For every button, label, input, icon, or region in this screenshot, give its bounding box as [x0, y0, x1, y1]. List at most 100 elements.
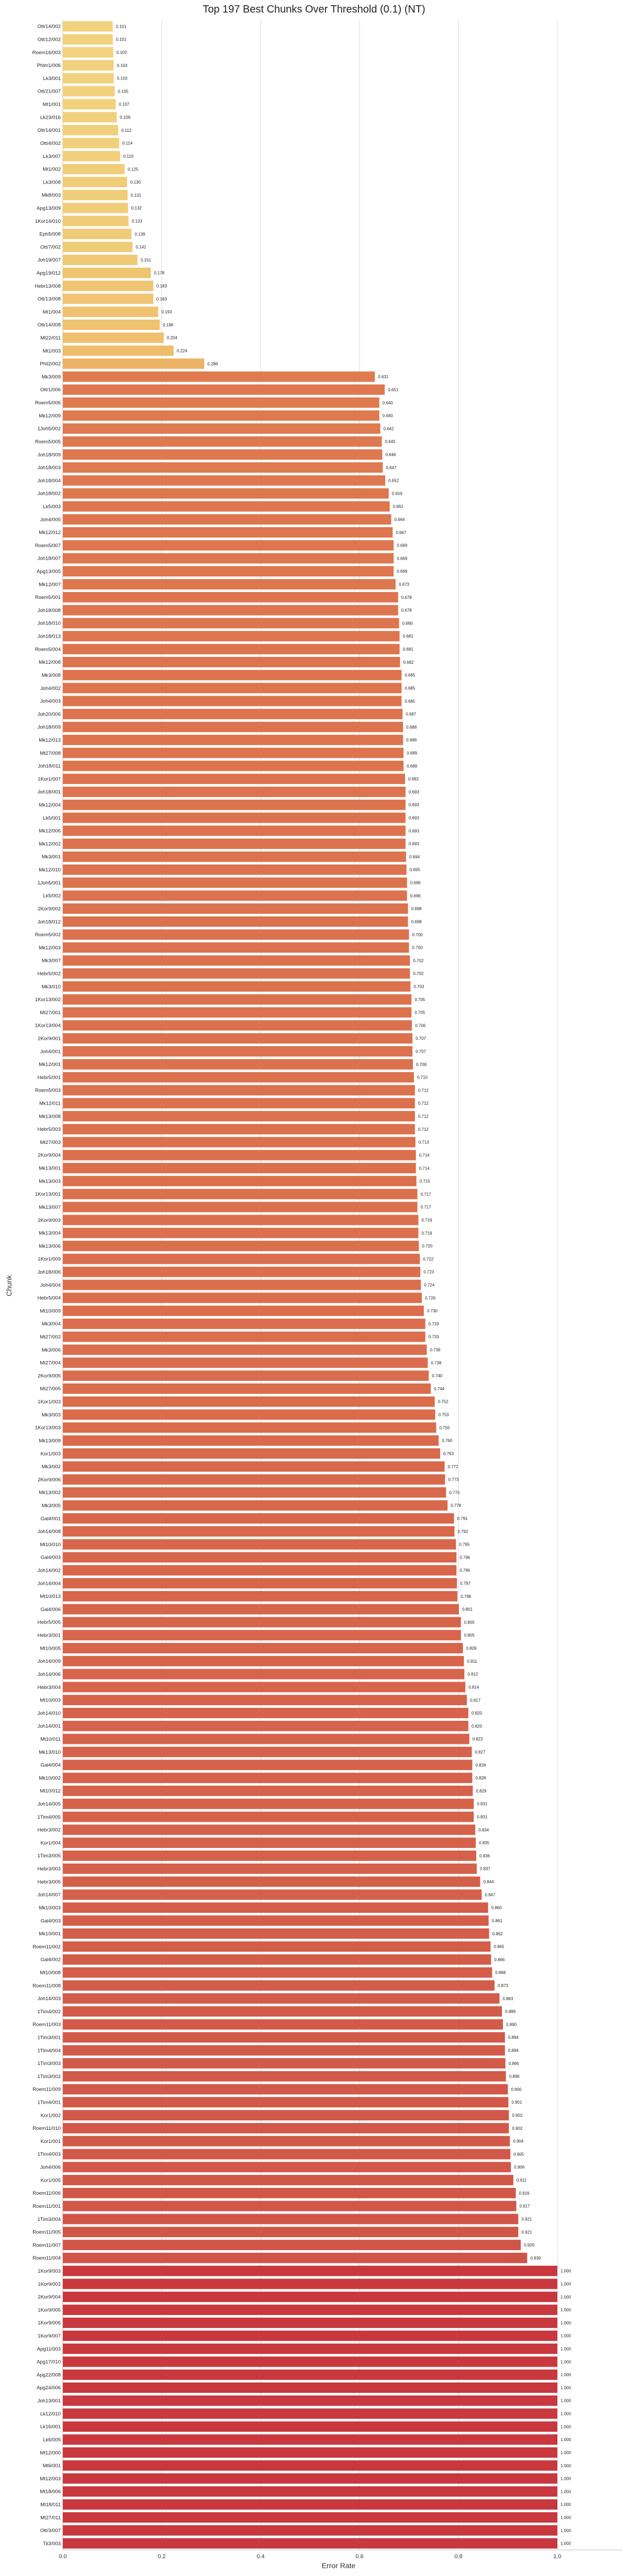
- bar: [63, 2187, 516, 2198]
- y-tick-label: Roem11/004: [32, 2255, 61, 2261]
- y-tick-label: Roem5/002: [35, 932, 61, 938]
- y-tick-label: Mk3/001: [42, 854, 61, 860]
- y-tick-label: Joh20/006: [38, 711, 61, 717]
- bar: [63, 358, 205, 369]
- bar-value-label: 1.000: [560, 2386, 571, 2390]
- y-tick-label: Mk3/006: [42, 1347, 61, 1353]
- y-tick-label: Mt27/008: [40, 751, 61, 756]
- bar-value-label: 0.796: [459, 1555, 470, 1560]
- bar-value-label: 0.667: [396, 530, 407, 535]
- bar: [63, 2240, 521, 2251]
- bar-value-label: 0.130: [130, 180, 141, 185]
- bar-value-label: 0.688: [406, 738, 417, 743]
- y-tick-label: Lk5/003: [43, 504, 61, 509]
- y-tick-label: Ott/12/002: [38, 37, 61, 43]
- y-tick-label: Mt1/003: [43, 348, 61, 354]
- bar-value-label: 0.736: [430, 1348, 441, 1353]
- bar: [63, 1318, 425, 1329]
- y-tick-label: Apg13/005: [37, 569, 61, 575]
- y-tick-label: Lk12/010: [40, 2411, 61, 2417]
- y-tick-label: Mt10/013: [40, 1594, 61, 1599]
- y-tick-label: Roem5/007: [35, 543, 61, 549]
- bar-value-label: 0.114: [122, 141, 133, 146]
- bar-value-label: 0.681: [403, 647, 414, 652]
- bar-value-label: 0.685: [405, 686, 416, 690]
- bar: [63, 1591, 458, 1602]
- bar-value-label: 0.820: [472, 1724, 483, 1729]
- bar: [63, 1604, 459, 1615]
- y-tick-label: Gal4/003: [40, 1555, 61, 1561]
- bar-value-label: 0.678: [401, 608, 412, 613]
- bar-value-label: 0.659: [392, 491, 403, 496]
- bar: [63, 812, 406, 823]
- bar: [63, 877, 407, 888]
- y-tick-label: Joh4/001: [40, 1049, 61, 1054]
- y-tick-label: Roem11/010: [32, 2126, 61, 2131]
- bar: [63, 319, 160, 330]
- y-tick-label: Joh18/006: [38, 1269, 61, 1275]
- bar-value-label: 0.740: [432, 1374, 443, 1378]
- bar-value-label: 0.703: [413, 984, 424, 989]
- bar-value-label: 0.822: [473, 1737, 484, 1742]
- y-tick-label: Hebr5/005: [38, 1620, 61, 1626]
- bar: [63, 449, 383, 460]
- bar: [63, 2149, 511, 2160]
- bar: [63, 852, 406, 862]
- y-tick-label: Mk10/003: [39, 1905, 61, 1911]
- bar: [63, 2200, 517, 2211]
- y-tick-label: Mk3/010: [42, 984, 61, 990]
- bar: [63, 86, 115, 97]
- x-tick-label: 0.6: [355, 2554, 363, 2560]
- bar-value-label: 0.723: [423, 1270, 434, 1275]
- bar: [63, 618, 399, 629]
- y-tick-label: Joh18/008: [38, 608, 61, 614]
- y-tick-label: Hebr3/003: [38, 1866, 61, 1872]
- y-tick-label: Hebr5/003: [38, 1127, 61, 1132]
- bar-value-label: 0.812: [467, 1672, 478, 1677]
- y-axis-label: Chunk: [5, 1275, 13, 1296]
- bar-value-label: 0.651: [388, 388, 399, 392]
- bar-value-label: 0.797: [460, 1581, 471, 1586]
- bar: [63, 644, 400, 654]
- bar-value-label: 1.000: [560, 2334, 571, 2339]
- y-tick-label: Mk13/006: [39, 1243, 61, 1249]
- y-tick-label: Roem5/004: [35, 646, 61, 652]
- y-tick-label: 2Kor9/006: [38, 1477, 61, 1483]
- y-tick-label: Kor1/005: [40, 2177, 61, 2183]
- bar: [63, 1941, 491, 1952]
- bar: [63, 151, 120, 162]
- bar: [63, 514, 391, 525]
- y-tick-label: Mk12/003: [39, 945, 61, 951]
- y-tick-label: 1Kor9/006: [38, 2320, 61, 2326]
- bar: [63, 371, 375, 382]
- y-tick-label: Roem11/001: [32, 2204, 61, 2209]
- bar: [63, 1357, 428, 1368]
- bar: [63, 112, 117, 122]
- data-labels-group: 0.101 0.101 0.102 0.103 0.103 0.105 0.107 0.109…: [116, 24, 571, 2546]
- bar: [63, 1617, 461, 1628]
- y-tick-label: Roem5/003: [35, 1088, 61, 1094]
- y-tick-label: Roem5/005: [35, 439, 61, 445]
- bar-value-label: 0.112: [121, 128, 132, 133]
- y-tick-label: Mt10/010: [40, 1542, 61, 1548]
- bar: [63, 1007, 412, 1018]
- bar-value-label: 0.847: [485, 1892, 496, 1897]
- bar: [63, 2395, 557, 2406]
- bar: [63, 1669, 465, 1679]
- y-tick-label: 1Tim3/002: [37, 2074, 61, 2080]
- bar-value-label: 0.694: [409, 855, 420, 859]
- bar: [63, 1889, 482, 1900]
- y-tick-label: Apg22/008: [37, 2372, 61, 2378]
- bar: [63, 2227, 519, 2238]
- y-tick-label: Mk3/002: [42, 1464, 61, 1470]
- bar: [63, 2473, 557, 2484]
- bar: [63, 2305, 557, 2316]
- bar-value-label: 0.646: [385, 452, 396, 457]
- bar: [63, 1643, 463, 1653]
- y-tick-label: Joh14/002: [38, 1568, 61, 1574]
- y-tick-label: Joh18/013: [38, 634, 61, 640]
- bar-value-label: 0.692: [408, 777, 419, 781]
- bar-value-label: 0.685: [405, 699, 416, 703]
- y-tick-label: Joh18/012: [38, 919, 61, 925]
- bar: [63, 1176, 417, 1186]
